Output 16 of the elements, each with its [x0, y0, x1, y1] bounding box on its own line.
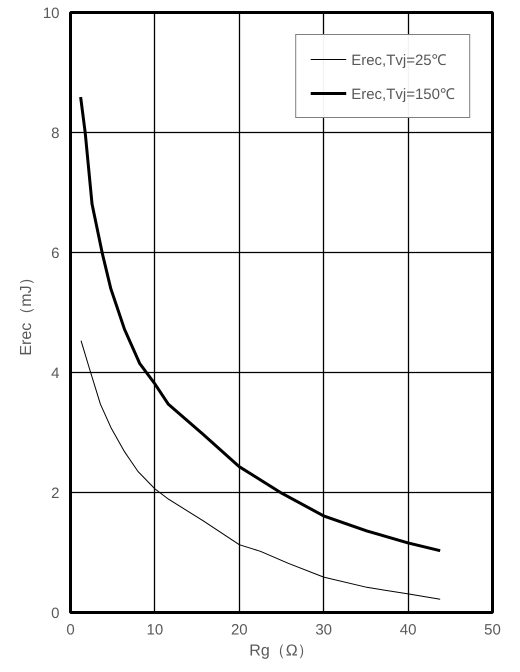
- x-tick-label: 50: [484, 622, 501, 638]
- y-tick-label: 6: [51, 245, 60, 262]
- y-tick-label: 10: [42, 5, 60, 22]
- x-tick-label: 10: [146, 622, 164, 638]
- y-tick-label: 4: [51, 365, 60, 382]
- x-tick-label: 0: [66, 622, 75, 638]
- y-tick-label: 8: [51, 125, 60, 142]
- legend-label: Erec,Tvj=150℃: [351, 85, 455, 103]
- y-tick-label: 0: [51, 605, 60, 622]
- x-tick-label: 40: [400, 622, 416, 638]
- y-axis-title: Erec（mJ）: [18, 269, 35, 356]
- x-tick-label: 30: [315, 622, 332, 638]
- x-tick-label: 20: [230, 622, 248, 638]
- y-tick-label: 2: [51, 485, 60, 502]
- x-axis-title: Rg（Ω）: [249, 642, 314, 660]
- legend-label: Erec,Tvj=25℃: [351, 51, 447, 69]
